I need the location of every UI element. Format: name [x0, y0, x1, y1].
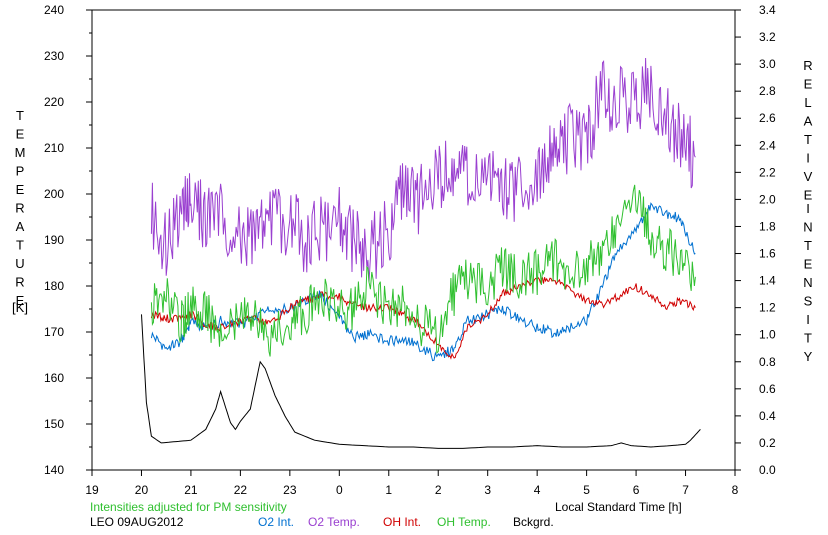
right-axis-label-letter: N [803, 220, 812, 235]
legend-oh-temp: OH Temp. [437, 515, 491, 529]
left-tick-label: 240 [44, 3, 64, 17]
left-axis-label-letter: R [15, 275, 24, 290]
left-tick-label: 160 [44, 371, 64, 385]
right-tick-label: 0.2 [759, 436, 776, 450]
right-axis-label-letter: T [804, 238, 812, 253]
right-tick-label: 1.4 [759, 274, 776, 288]
x-tick-label: 2 [435, 483, 442, 497]
x-tick-label: 23 [283, 483, 297, 497]
right-axis-label-letter: E [804, 77, 813, 92]
right-axis-label-letter: A [804, 114, 813, 129]
pm-sensitivity-note: Intensities adjusted for PM sensitivity [90, 500, 287, 514]
right-axis-label-letter: S [804, 294, 813, 309]
right-tick-label: 2.2 [759, 165, 776, 179]
x-tick-label: 8 [732, 483, 739, 497]
right-axis-label-letter: I [806, 312, 810, 327]
series-line-bckgrd [141, 314, 701, 449]
right-axis-label-letter: T [804, 331, 812, 346]
x-tick-label: 7 [682, 483, 689, 497]
left-axis-label-letter: P [16, 164, 25, 179]
right-tick-label: 1.6 [759, 247, 776, 261]
right-axis-label-letter: E [804, 257, 813, 272]
left-tick-label: 180 [44, 279, 64, 293]
series-line-oh-temp [150, 184, 696, 357]
right-tick-label: 3.4 [759, 3, 776, 17]
left-tick-label: 170 [44, 325, 64, 339]
legend-bckgrd: Bckgrd. [513, 515, 554, 529]
site-date-label: LEO 09AUG2012 [90, 515, 184, 529]
right-axis-label-letter: N [803, 275, 812, 290]
right-tick-label: 2.8 [759, 84, 776, 98]
x-tick-label: 5 [583, 483, 590, 497]
right-axis-label-letter: I [806, 201, 810, 216]
x-tick-label: 19 [85, 483, 99, 497]
left-axis-label-letter: E [16, 127, 25, 142]
plot-frame [91, 9, 736, 471]
series-line-oh-int [150, 276, 696, 360]
legend-o2-int: O2 Int. [258, 515, 295, 529]
right-tick-label: 0.4 [759, 409, 776, 423]
left-tick-label: 150 [44, 417, 64, 431]
right-tick-label: 3.2 [759, 30, 776, 44]
series-line-o2-temp [150, 57, 696, 283]
right-axis-label-letter: T [804, 132, 812, 147]
x-tick-label: 3 [484, 483, 491, 497]
right-tick-label: 2.6 [759, 111, 776, 125]
x-tick-label: 1 [385, 483, 392, 497]
left-axis-label-letter: U [15, 256, 24, 271]
left-tick-label: 210 [44, 141, 64, 155]
right-axis-label-letter: R [803, 58, 812, 73]
x-axis-title: Local Standard Time [h] [555, 500, 682, 514]
left-tick-label: 190 [44, 233, 64, 247]
x-tick-label: 6 [633, 483, 640, 497]
left-axis-label-letter: T [16, 238, 24, 253]
x-tick-label: 21 [184, 483, 198, 497]
left-axis-label-letter: E [16, 182, 25, 197]
right-tick-label: 3.0 [759, 57, 776, 71]
left-tick-label: 220 [44, 95, 64, 109]
right-tick-label: 1.0 [759, 328, 776, 342]
left-tick-label: 140 [44, 463, 64, 477]
series-layer [141, 57, 701, 449]
legend-oh-int: OH Int. [383, 515, 422, 529]
left-axis-label-letter: T [16, 108, 24, 123]
right-axis-label-letter: Y [804, 349, 813, 364]
right-tick-label: 1.8 [759, 219, 776, 233]
left-tick-label: 200 [44, 187, 64, 201]
right-tick-label: 2.0 [759, 192, 776, 206]
right-tick-label: 0.6 [759, 382, 776, 396]
left-axis-unit: [K] [12, 300, 28, 315]
right-axis-label-letter: V [804, 169, 813, 184]
right-tick-label: 1.2 [759, 301, 776, 315]
left-axis-label-letter: A [16, 219, 25, 234]
x-tick-label: 22 [234, 483, 248, 497]
left-axis-label-letter: E [16, 293, 25, 308]
left-axis-label-letter: R [15, 201, 24, 216]
legend-o2-temp: O2 Temp. [308, 515, 360, 529]
right-axis-label-letter: E [804, 188, 813, 203]
left-axis-label-letter: M [15, 145, 26, 160]
left-tick-label: 230 [44, 49, 64, 63]
right-axis-label-letter: I [806, 151, 810, 166]
right-axis-label-letter: L [804, 95, 811, 110]
right-tick-label: 2.4 [759, 138, 776, 152]
right-tick-label: 0.8 [759, 355, 776, 369]
axis-layer: 19 20 21 22 23 0 1 2 3 4 5 6 7 8240230220210200190180… [44, 3, 776, 497]
x-tick-label: 0 [336, 483, 343, 497]
x-tick-label: 20 [135, 483, 149, 497]
right-tick-label: 0.0 [759, 463, 776, 477]
x-tick-label: 4 [534, 483, 541, 497]
